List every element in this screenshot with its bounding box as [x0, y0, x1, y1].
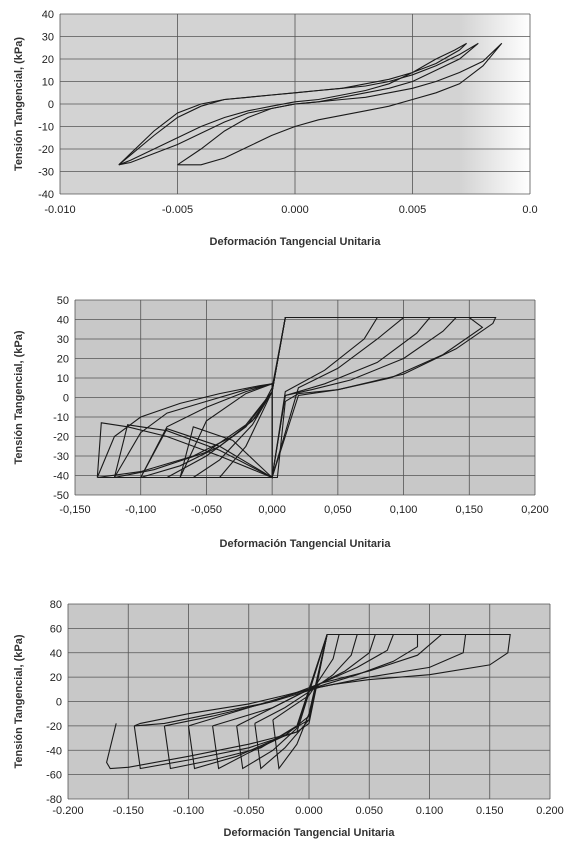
chart-3-y-tick-label: 80	[50, 599, 62, 611]
chart-1-y-tick-label: 40	[42, 9, 54, 21]
chart-1-series-3	[177, 42, 503, 166]
chart-2-y-tick-label: -10	[53, 412, 69, 424]
chart-3-x-tick-label: 0.150	[476, 805, 504, 817]
chart-3-y-tick-label: -40	[46, 745, 62, 757]
chart-2-x-tick-label: 0,200	[521, 504, 549, 516]
chart-1-y-tick-label: -30	[38, 167, 54, 179]
chart-1-y-tick-label: -20	[38, 144, 54, 156]
chart-2-y-tick-label: 30	[57, 334, 69, 346]
chart-3-y-tick-label: 0	[56, 697, 62, 709]
chart-1: -40 -30 -20 -10 0 10 20 30 40 -0.010 -0.005 0.000 0.…	[0, 0, 570, 260]
chart-1-series-2	[118, 42, 479, 166]
chart-1-x-axis-title: Deformación Tangencial Unitaria	[210, 236, 382, 248]
chart-1-y-tick-label: -40	[38, 189, 54, 201]
chart-2-series-10	[179, 383, 273, 479]
chart-1-y-tick-label: -10	[38, 122, 54, 134]
chart-3-x-tick-label: 0.100	[416, 805, 444, 817]
chart-2-x-tick-label: -0,150	[59, 504, 90, 516]
chart-2-x-axis-title: Deformación Tangencial Unitaria	[220, 538, 392, 550]
chart-3-y-tick-label: -80	[46, 794, 62, 806]
chart-2-x-tick-label: -0,050	[191, 504, 222, 516]
chart-1-y-axis-title: Tensión Tangencial, (kPa)	[13, 37, 25, 171]
chart-3-y-axis-title: Tensión Tangencial, (kPa)	[13, 634, 25, 768]
chart-1-x-tick-label: 0.005	[399, 204, 427, 216]
chart-3-x-tick-label: 0.050	[355, 805, 383, 817]
chart-2-svg: -50 -40 -30 -20 -10 0 10 20 30 40 50 -0,150 -0,100 -0…	[13, 295, 549, 550]
chart-3-y-tick-label: 20	[50, 672, 62, 684]
chart-2-y-axis-title: Tensión Tangencial, (kPa)	[13, 330, 25, 464]
chart-2-series-5	[192, 316, 406, 479]
chart-3-series-1	[106, 633, 511, 770]
chart-1-x-tick-label: 0.0	[522, 204, 537, 216]
chart-1-x-tick-label: -0.010	[44, 204, 75, 216]
chart-1-x-tick-label: -0.005	[162, 204, 193, 216]
chart-2-x-tick-label: 0,150	[456, 504, 484, 516]
chart-3-x-tick-label: -0.050	[233, 805, 264, 817]
chart-3-x-axis-title: Deformación Tangencial Unitaria	[224, 827, 396, 839]
chart-1-y-tick-label: 30	[42, 32, 54, 44]
chart-2-x-tick-label: 0,050	[324, 504, 352, 516]
chart-3-x-tick-label: -0.200	[52, 805, 83, 817]
chart-2-x-tick-label: 0,100	[390, 504, 418, 516]
chart-3-series-6	[236, 633, 377, 770]
chart-2-x-tick-label: 0,000	[258, 504, 286, 516]
chart-2-y-tick-label: 40	[57, 315, 69, 327]
chart-2-y-tick-label: -30	[53, 451, 69, 463]
chart-3-series-8	[272, 633, 340, 770]
chart-3-x-tick-label: -0.150	[113, 805, 144, 817]
chart-3-y-tick-label: 60	[50, 623, 62, 635]
chart-2-y-tick-label: -50	[53, 490, 69, 502]
chart-2: -50 -40 -30 -20 -10 0 10 20 30 40 50 -0,150 -0,100 -0…	[0, 285, 570, 560]
chart-3-x-tick-label: 0.000	[295, 805, 323, 817]
chart-1-y-tick-label: 10	[42, 77, 54, 89]
chart-3-y-tick-label: 40	[50, 648, 62, 660]
chart-1-x-tick-label: 0.000	[281, 204, 309, 216]
chart-1-y-tick-label: 20	[42, 54, 54, 66]
chart-2-y-tick-label: 0	[63, 393, 69, 405]
chart-2-series-6	[219, 316, 379, 479]
chart-2-y-tick-label: 50	[57, 295, 69, 307]
chart-3-svg: -80 -60 -40 -20 0 20 40 60 80 -0.200 -0.150 -0.100 -…	[13, 599, 564, 839]
chart-2-y-tick-label: -40	[53, 471, 69, 483]
chart-2-y-tick-label: 20	[57, 354, 69, 366]
chart-3-y-tick-label: -60	[46, 770, 62, 782]
chart-2-x-tick-label: -0,100	[125, 504, 156, 516]
chart-3-x-tick-label: 0.200	[536, 805, 564, 817]
chart-1-svg: -40 -30 -20 -10 0 10 20 30 40 -0.010 -0.005 0.000 0.…	[13, 9, 538, 248]
chart-2-y-tick-label: -20	[53, 432, 69, 444]
chart-3-x-tick-label: -0.100	[173, 805, 204, 817]
chart-3: -80 -60 -40 -20 0 20 40 60 80 -0.200 -0.150 -0.100 -…	[0, 590, 570, 842]
chart-3-series-7	[254, 633, 358, 770]
chart-3-y-tick-label: -20	[46, 721, 62, 733]
chart-2-y-tick-label: 10	[57, 373, 69, 385]
chart-1-y-tick-label: 0	[48, 99, 54, 111]
chart-3-series-2	[133, 633, 467, 770]
